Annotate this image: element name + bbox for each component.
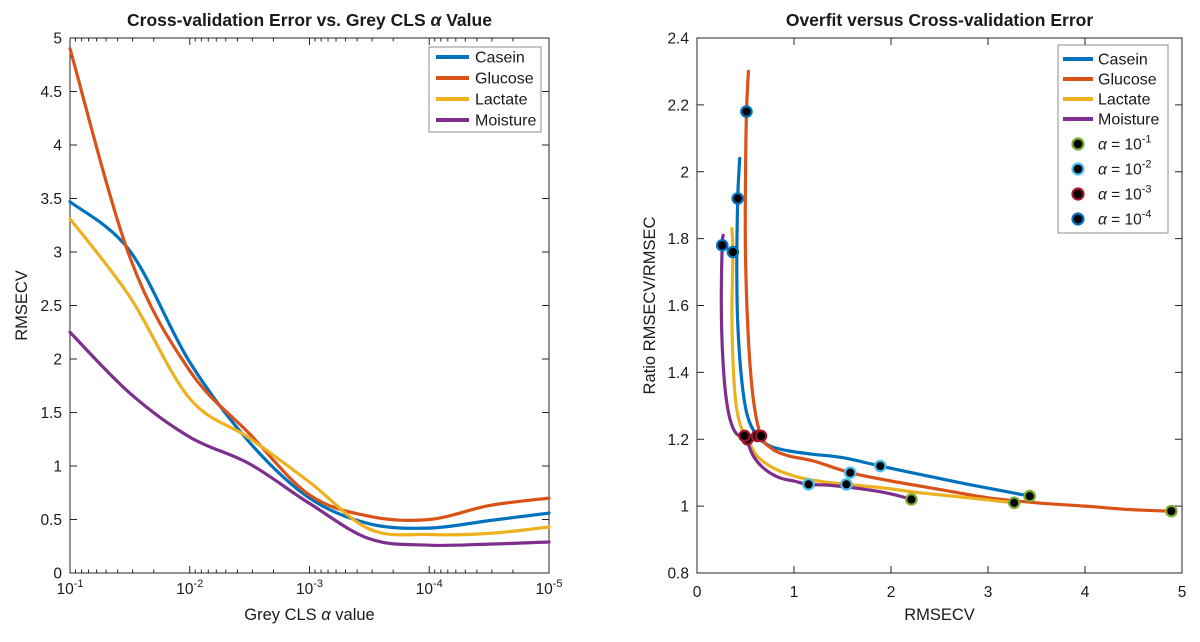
right-legend: Casein Glucose Lactate Moisture α = 10-1 α = … <box>1057 44 1169 234</box>
legend-label: Lactate <box>1098 92 1151 109</box>
x-tick-label: 5 <box>1178 584 1187 601</box>
alpha-markers <box>715 105 1178 518</box>
y-tick-label: 2 <box>53 352 62 369</box>
x-tick-label: 2 <box>887 584 896 601</box>
marker-glucose-alpha-1 <box>1165 504 1178 518</box>
marker-moisture-alpha-1 <box>905 493 918 506</box>
y-tick-label: 1.8 <box>667 231 689 248</box>
y-tick-label: 1.6 <box>667 298 689 315</box>
legend-marker-label: α = 10-4 <box>1098 209 1152 229</box>
legend-label: Casein <box>1098 52 1148 69</box>
curve-moisture <box>719 233 913 501</box>
left-plot-title: Cross-validation Error vs. Grey CLS α Va… <box>127 10 492 30</box>
left-legend: Casein Glucose Lactate Moisture <box>428 46 542 133</box>
y-tick-label: 1.5 <box>40 405 62 422</box>
legend-marker-alpha-2 <box>1071 162 1085 176</box>
right-x-axis-label: RMSECV <box>904 606 975 624</box>
left-plot-ticks <box>69 37 550 574</box>
y-tick-label: 2.2 <box>667 97 689 114</box>
marker-glucose-alpha-4 <box>740 105 753 118</box>
y-tick-label: 0 <box>53 566 62 583</box>
right-plot: 0 1 2 3 4 5 0.8 1 1.2 1.4 1.6 1.8 2 2.2 2.4 Overfit ver… <box>641 10 1186 624</box>
y-tick-label: 3.5 <box>40 191 62 208</box>
marker-lactate-alpha-2 <box>840 478 853 491</box>
x-tick-label: 10-5 <box>535 578 562 598</box>
marker-lactate-alpha-4 <box>726 245 740 259</box>
legend-label: Casein <box>475 50 525 67</box>
left-plot: 10-1 10-2 10-3 10-4 10-5 0 0.5 1 1.5 2 2.5 3 3.5 4 4.5… <box>13 10 563 624</box>
y-tick-label: 0.8 <box>667 566 689 583</box>
legend-label: Lactate <box>475 92 528 109</box>
y-tick-label: 2.4 <box>667 31 689 48</box>
marker-moisture-alpha-3 <box>738 429 751 443</box>
x-tick-label: 10-2 <box>176 578 203 598</box>
y-tick-label: 3 <box>53 245 62 262</box>
legend-marker-alpha-4 <box>1071 212 1085 226</box>
marker-moisture-alpha-4 <box>715 239 729 252</box>
legend-label: Moisture <box>1098 112 1159 129</box>
y-tick-label: 4 <box>53 138 62 155</box>
marker-moisture-alpha-2 <box>802 478 815 491</box>
left-plot-curves <box>68 47 551 548</box>
y-tick-label: 4.5 <box>40 84 62 101</box>
curve-moisture <box>68 330 551 548</box>
y-tick-label: 1 <box>680 499 689 516</box>
legend-label: Moisture <box>475 113 536 130</box>
marker-casein-alpha-2 <box>874 459 887 473</box>
curve-glucose <box>743 69 1173 513</box>
marker-glucose-alpha-3 <box>754 429 768 443</box>
legend-label: Glucose <box>475 71 534 88</box>
marker-casein-alpha-1 <box>1023 489 1037 503</box>
y-tick-label: 1 <box>53 459 62 476</box>
y-tick-label: 2 <box>680 164 689 181</box>
x-tick-label: 1 <box>790 584 799 601</box>
y-tick-label: 0.5 <box>40 512 62 529</box>
right-plot-ticks <box>696 37 1183 574</box>
curve-glucose <box>68 47 551 522</box>
x-tick-label: 4 <box>1081 584 1090 601</box>
x-tick-label: 3 <box>984 584 993 601</box>
x-tick-label: 10-1 <box>56 578 83 598</box>
left-x-axis-label: Grey CLS α value <box>244 606 374 624</box>
legend-marker-label: α = 10-2 <box>1098 159 1152 179</box>
curve-casein <box>735 156 1032 498</box>
legend-box <box>428 46 542 133</box>
legend-label: Glucose <box>1098 72 1157 89</box>
curve-casein <box>68 200 551 530</box>
right-y-axis-label: Ratio RMSECV/RMSEC <box>641 216 659 394</box>
x-tick-label: 10-4 <box>416 578 443 598</box>
x-tick-label: 0 <box>693 584 702 601</box>
legend-marker-alpha-3 <box>1071 187 1085 201</box>
marker-glucose-alpha-2 <box>843 466 857 479</box>
curve-lactate <box>68 217 551 537</box>
legend-marker-alpha-1 <box>1071 137 1085 151</box>
y-tick-label: 1.4 <box>667 365 689 382</box>
legend-marker-label: α = 10-1 <box>1098 134 1152 154</box>
curve-lactate <box>730 227 1016 505</box>
y-tick-label: 1.2 <box>667 432 689 449</box>
left-y-axis-label: RMSECV <box>13 270 31 341</box>
y-tick-label: 2.5 <box>40 298 62 315</box>
marker-casein-alpha-4 <box>731 192 745 205</box>
y-tick-label: 5 <box>53 31 62 48</box>
legend-marker-label: α = 10-3 <box>1098 184 1152 204</box>
marker-lactate-alpha-1 <box>1007 496 1021 510</box>
x-tick-label: 10-3 <box>296 578 323 598</box>
right-plot-title: Overfit versus Cross-validation Error <box>786 10 1094 30</box>
right-plot-curves <box>719 69 1173 513</box>
